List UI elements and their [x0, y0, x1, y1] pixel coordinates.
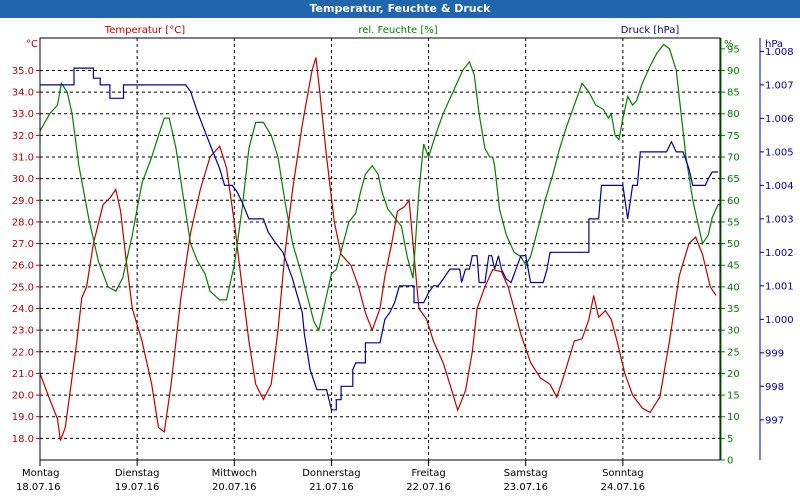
- humidity-tick-label: 60: [727, 196, 740, 207]
- x-tick-day-label: Montag: [22, 468, 59, 479]
- temperature-tick-label: 25.0: [12, 282, 34, 293]
- humidity-tick-label: 25: [727, 347, 740, 358]
- humidity-tick-label: 55: [727, 217, 740, 228]
- pressure-tick-label: 1.001: [765, 281, 794, 292]
- pressure-tick-label: 1.002: [765, 248, 794, 259]
- plot-border: [39, 37, 721, 461]
- humidity-axis-label: rel. Feuchte [%]: [358, 25, 437, 36]
- humidity-tick-label: 30: [727, 326, 740, 337]
- pressure-tick-label: 1.000: [765, 315, 794, 326]
- humidity-tick-label: 10: [727, 412, 740, 423]
- temperature-unit: °C: [26, 39, 38, 50]
- pressure-tick-label: 1.008: [765, 47, 794, 58]
- temperature-tick-label: 27.0: [12, 239, 34, 250]
- pressure-tick-label: 998: [765, 382, 784, 393]
- temperature-tick-label: 31.0: [12, 153, 34, 164]
- pressure-tick-label: 1.003: [765, 214, 794, 225]
- temperature-tick-label: 24.0: [12, 304, 34, 315]
- temperature-tick-label: 26.0: [12, 261, 34, 272]
- humidity-tick-label: 65: [727, 174, 740, 185]
- x-tick-date-label: 24.07.16: [601, 482, 646, 493]
- pressure-axis-label: Druck [hPa]: [621, 25, 680, 36]
- x-tick-date-label: 23.07.16: [503, 482, 548, 493]
- humidity-unit: %: [724, 39, 734, 50]
- series-line-temperature: [39, 57, 717, 441]
- humidity-tick-label: 95: [727, 44, 740, 55]
- pressure-tick-label: 999: [765, 348, 784, 359]
- temperature-tick-label: 33.0: [12, 109, 34, 120]
- humidity-tick-label: 40: [727, 282, 740, 293]
- humidity-tick-label: 50: [727, 239, 740, 250]
- series-line-pressure: [40, 67, 719, 411]
- series-layer: [39, 43, 720, 441]
- x-tick-day-label: Dienstag: [115, 468, 160, 479]
- pressure-tick-label: 1.006: [765, 114, 794, 125]
- pressure-tick-label: 1.007: [765, 80, 794, 91]
- pressure-tick-label: 1.004: [765, 181, 794, 192]
- temperature-tick-label: 19.0: [12, 412, 34, 423]
- temperature-tick-label: 22.0: [12, 347, 34, 358]
- x-tick-day-label: Samstag: [504, 468, 548, 479]
- x-tick-date-label: 21.07.16: [309, 482, 354, 493]
- window-title-bar: Temperatur, Feuchte & Druck: [0, 0, 800, 18]
- x-tick-date-label: 20.07.16: [212, 482, 257, 493]
- pressure-tick-label: 997: [765, 415, 784, 426]
- x-tick-day-label: Freitag: [411, 468, 445, 479]
- humidity-tick-label: 80: [727, 109, 740, 120]
- humidity-tick-label: 90: [727, 66, 740, 77]
- temperature-tick-label: 21.0: [12, 369, 34, 380]
- temperature-tick-label: 30.0: [12, 174, 34, 185]
- plot-frame: [39, 37, 721, 461]
- humidity-tick-label: 5: [727, 434, 733, 445]
- temperature-tick-label: 32.0: [12, 131, 34, 142]
- series-line-humidity: [39, 43, 720, 332]
- humidity-tick-label: 15: [727, 391, 740, 402]
- temperature-tick-label: 29.0: [12, 196, 34, 207]
- x-tick-day-label: Sonntag: [602, 468, 644, 479]
- x-tick-date-label: 22.07.16: [406, 482, 451, 493]
- x-tick-date-label: 19.07.16: [115, 482, 160, 493]
- humidity-tick-label: 20: [727, 369, 740, 380]
- temperature-axis-label: Temperatur [°C]: [104, 25, 185, 36]
- pressure-tick-label: 1.005: [765, 147, 794, 158]
- temperature-tick-label: 35.0: [12, 66, 34, 77]
- temperature-tick-label: 20.0: [12, 391, 34, 402]
- temperature-tick-label: 23.0: [12, 326, 34, 337]
- humidity-tick-label: 85: [727, 88, 740, 99]
- humidity-tick-label: 35: [727, 304, 740, 315]
- grid: [40, 38, 720, 460]
- window-title: Temperatur, Feuchte & Druck: [309, 2, 491, 15]
- temperature-tick-label: 34.0: [12, 88, 34, 99]
- x-tick-day-label: Mittwoch: [212, 468, 257, 479]
- humidity-tick-label: 75: [727, 131, 740, 142]
- x-tick-date-label: 18.07.16: [16, 482, 61, 493]
- humidity-tick-label: 70: [727, 153, 740, 164]
- humidity-tick-label: 0: [727, 456, 733, 467]
- axes: 35.0 34.0 33.0 32.0 31.0 30.0 29.0 28.0 27.0 26.0…: [12, 25, 794, 493]
- humidity-tick-label: 45: [727, 261, 740, 272]
- temperature-tick-label: 28.0: [12, 217, 34, 228]
- temperature-tick-label: 18.0: [12, 434, 34, 445]
- chart: 35.0 34.0 33.0 32.0 31.0 30.0 29.0 28.0 27.0 26.0…: [12, 25, 794, 493]
- x-tick-day-label: Donnerstag: [302, 468, 360, 479]
- pressure-unit: hPa: [765, 39, 783, 50]
